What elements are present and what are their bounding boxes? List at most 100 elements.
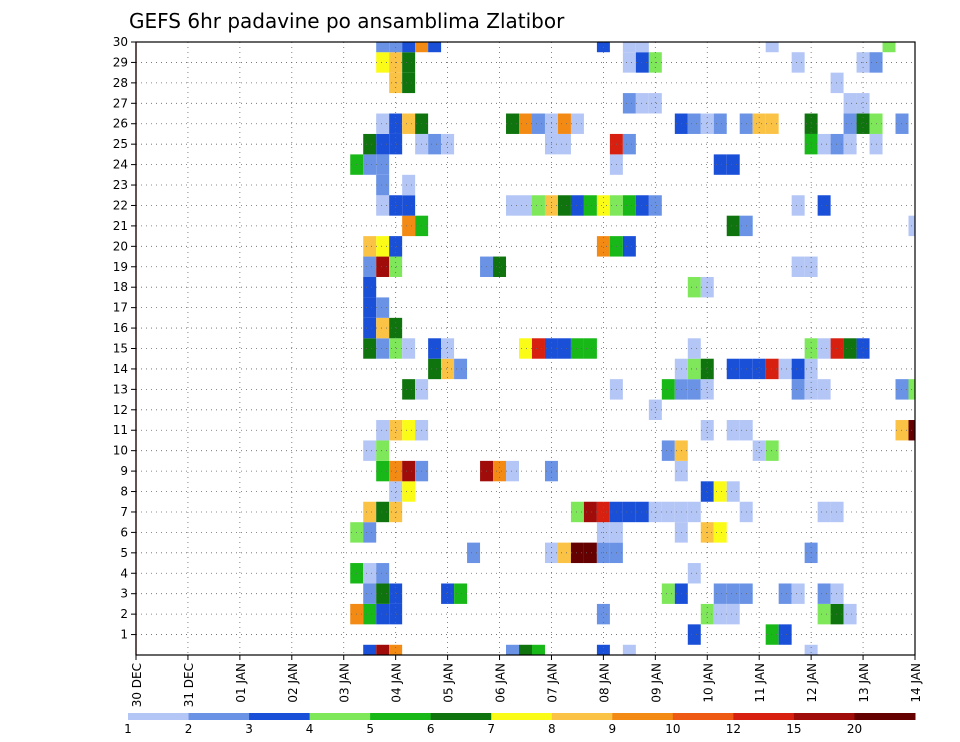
precip-cell <box>363 338 377 359</box>
precip-cell <box>363 440 377 461</box>
precip-cell <box>376 195 390 216</box>
precip-cell <box>441 133 455 155</box>
x-tick-label: 05 JAN <box>442 663 456 703</box>
precip-cell <box>596 236 610 257</box>
precip-cell <box>804 644 818 655</box>
precip-cell <box>700 379 714 400</box>
colorbar-swatch <box>309 713 371 720</box>
precip-cell <box>830 133 844 155</box>
precip-cell <box>752 440 766 461</box>
precip-cell <box>506 460 519 482</box>
precip-cell <box>661 379 675 400</box>
precip-cell <box>376 256 390 277</box>
colorbar-label: 4 <box>306 722 314 736</box>
precip-cell <box>402 379 416 400</box>
precip-cell <box>622 644 636 655</box>
y-tick-label: 25 <box>113 137 128 151</box>
precip-cell <box>648 399 662 421</box>
colorbar-label: 3 <box>245 722 253 736</box>
colorbar-swatch <box>672 713 734 720</box>
precip-cell <box>726 215 740 237</box>
precip-cell <box>415 42 429 53</box>
precip-cell <box>531 338 545 359</box>
precip-cell <box>596 195 610 216</box>
precip-cell <box>389 420 403 441</box>
precip-cell <box>830 72 844 94</box>
precip-cell <box>596 603 610 625</box>
precip-cell <box>583 501 597 523</box>
y-tick-label: 29 <box>113 55 128 69</box>
colorbar-label: 9 <box>608 722 616 736</box>
precip-cell <box>752 113 766 134</box>
x-tick-label: 07 JAN <box>545 663 559 703</box>
precip-cell <box>661 583 675 604</box>
precip-cell <box>713 154 727 175</box>
precip-cell <box>389 460 403 482</box>
precip-cell <box>402 460 416 482</box>
x-tick-label: 04 JAN <box>390 663 404 703</box>
precip-cell <box>830 501 844 523</box>
colorbar-label: 2 <box>185 722 193 736</box>
precip-cell <box>856 93 870 114</box>
precip-cell <box>791 256 805 277</box>
y-tick-label: 1 <box>120 628 128 642</box>
y-tick-label: 6 <box>120 525 128 539</box>
colorbar-swatch <box>249 713 311 720</box>
colorbar-swatch <box>854 713 916 720</box>
precip-cell <box>506 113 519 134</box>
precip-cell <box>519 195 532 216</box>
plot-frame <box>135 41 916 656</box>
x-tick-label: 11 JAN <box>753 663 767 703</box>
precip-cell <box>376 440 390 461</box>
precip-cell <box>570 338 584 359</box>
precip-cell <box>402 481 416 502</box>
precip-cell <box>428 338 442 359</box>
precip-cell <box>519 113 532 134</box>
precip-cell <box>389 195 403 216</box>
precip-cell <box>778 358 792 380</box>
precip-cell <box>570 501 584 523</box>
colorbar-label: 6 <box>427 722 435 736</box>
y-tick-label: 14 <box>113 362 128 376</box>
precip-cell <box>843 133 857 155</box>
precip-cell <box>376 317 390 339</box>
precip-cell <box>493 460 507 482</box>
y-tick-label: 11 <box>113 423 128 437</box>
precip-cell <box>687 563 701 584</box>
precip-cell <box>765 358 779 380</box>
y-tick-label: 26 <box>113 117 128 131</box>
precip-cell <box>830 338 844 359</box>
precip-cell <box>389 481 403 502</box>
x-tick-label: 09 JAN <box>649 663 663 703</box>
precip-cell <box>700 420 714 441</box>
x-tick-label: 01 JAN <box>234 663 248 703</box>
precip-cell <box>363 583 377 604</box>
precip-cell <box>817 501 831 523</box>
precip-cell <box>389 256 403 277</box>
precip-cell <box>402 42 416 53</box>
precip-cell <box>635 52 649 73</box>
precip-cell <box>700 603 714 625</box>
colorbar-swatch <box>491 713 553 720</box>
precip-cell <box>389 644 403 655</box>
colorbar-swatch <box>430 713 492 720</box>
precip-cell <box>830 583 844 604</box>
y-tick-label: 12 <box>113 403 128 417</box>
precip-cell <box>376 603 390 625</box>
y-tick-label: 9 <box>120 464 128 478</box>
precip-cell <box>376 420 390 441</box>
precip-cell <box>376 644 390 655</box>
y-tick-label: 30 <box>113 35 128 49</box>
precip-cell <box>570 195 584 216</box>
y-tick-label: 2 <box>120 607 128 621</box>
precip-cell <box>713 481 727 502</box>
precip-cell <box>376 236 390 257</box>
precip-cell <box>441 358 455 380</box>
precip-cell <box>557 338 571 359</box>
precip-cell <box>402 195 416 216</box>
precip-cell <box>376 113 390 134</box>
precip-cell <box>557 195 571 216</box>
precip-cell <box>700 358 714 380</box>
precip-cell <box>363 603 377 625</box>
precip-cell <box>363 256 377 277</box>
